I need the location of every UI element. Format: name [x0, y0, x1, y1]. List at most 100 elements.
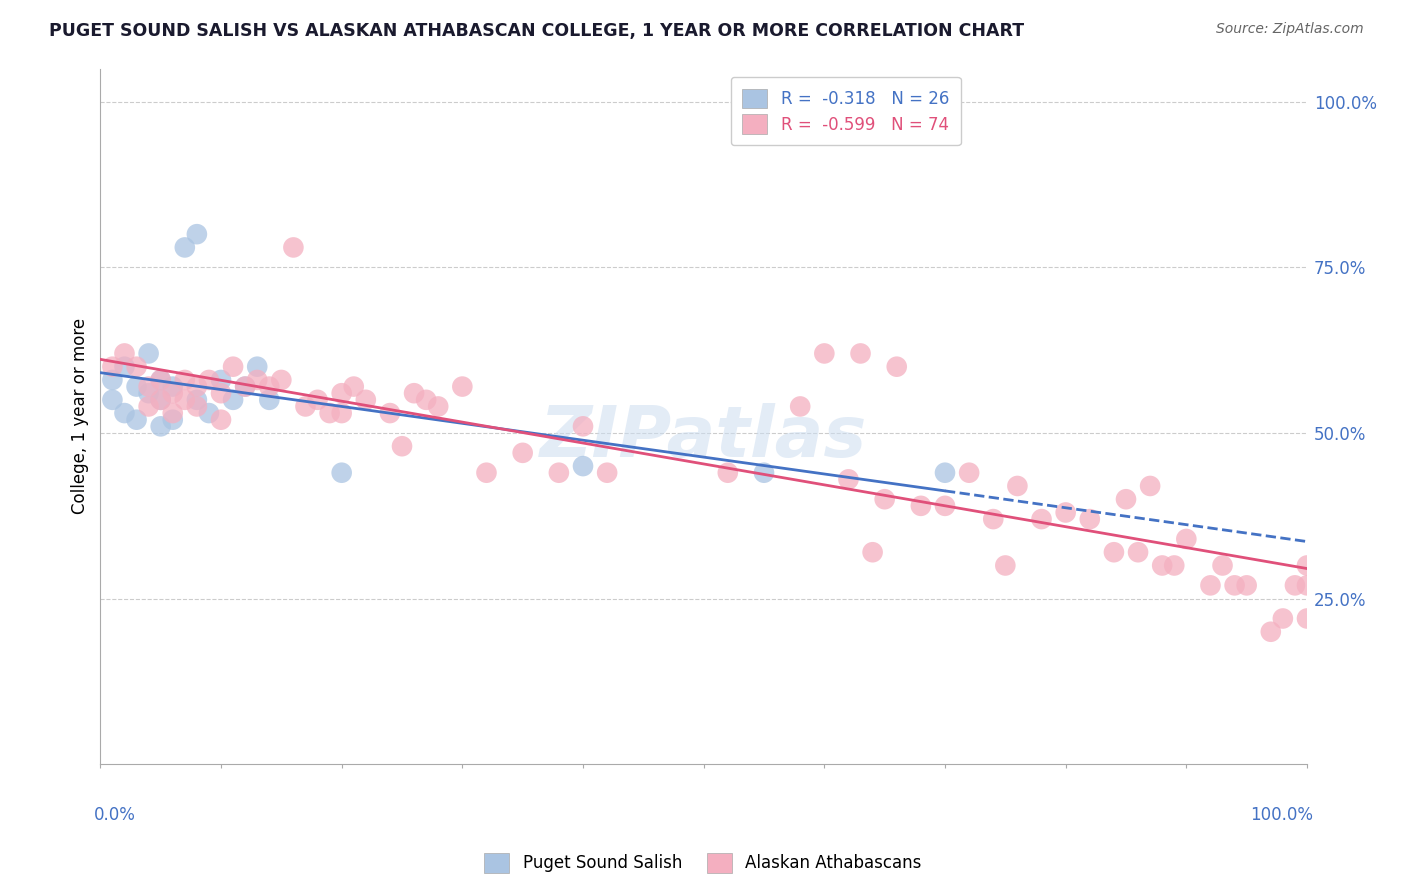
Point	[391, 439, 413, 453]
Point	[1115, 492, 1137, 507]
Point	[934, 466, 956, 480]
Point	[259, 392, 281, 407]
Point	[1296, 578, 1319, 592]
Point	[849, 346, 872, 360]
Point	[233, 379, 256, 393]
Point	[886, 359, 908, 374]
Point	[138, 400, 160, 414]
Point	[173, 240, 195, 254]
Point	[173, 392, 195, 407]
Legend: R =  -0.318   N = 26, R =  -0.599   N = 74: R = -0.318 N = 26, R = -0.599 N = 74	[731, 77, 960, 145]
Point	[259, 379, 281, 393]
Point	[149, 392, 172, 407]
Point	[246, 359, 269, 374]
Point	[138, 379, 160, 393]
Point	[1007, 479, 1029, 493]
Point	[957, 466, 980, 480]
Point	[934, 499, 956, 513]
Point	[596, 466, 619, 480]
Point	[1139, 479, 1161, 493]
Point	[209, 373, 232, 387]
Point	[114, 346, 136, 360]
Point	[1260, 624, 1282, 639]
Point	[981, 512, 1004, 526]
Point	[186, 379, 208, 393]
Point	[862, 545, 884, 559]
Point	[1212, 558, 1234, 573]
Point	[1054, 506, 1077, 520]
Point	[149, 373, 172, 387]
Point	[149, 419, 172, 434]
Text: ZIPatlas: ZIPatlas	[540, 403, 868, 472]
Point	[752, 466, 775, 480]
Point	[162, 406, 184, 420]
Point	[572, 459, 595, 474]
Point	[717, 466, 740, 480]
Point	[222, 392, 245, 407]
Point	[138, 346, 160, 360]
Point	[330, 386, 353, 401]
Point	[910, 499, 932, 513]
Point	[162, 413, 184, 427]
Point	[186, 392, 208, 407]
Point	[378, 406, 401, 420]
Point	[837, 472, 859, 486]
Point	[307, 392, 329, 407]
Point	[1152, 558, 1174, 573]
Text: 0.0%: 0.0%	[94, 806, 136, 824]
Point	[233, 379, 256, 393]
Point	[1236, 578, 1258, 592]
Point	[813, 346, 835, 360]
Point	[1102, 545, 1125, 559]
Point	[209, 413, 232, 427]
Point	[270, 373, 292, 387]
Point	[162, 386, 184, 401]
Point	[162, 379, 184, 393]
Point	[415, 392, 437, 407]
Point	[343, 379, 366, 393]
Point	[354, 392, 377, 407]
Point	[1175, 532, 1198, 546]
Point	[186, 227, 208, 242]
Point	[1078, 512, 1101, 526]
Point	[1031, 512, 1053, 526]
Point	[114, 359, 136, 374]
Point	[1223, 578, 1246, 592]
Point	[149, 392, 172, 407]
Point	[1163, 558, 1185, 573]
Point	[173, 373, 195, 387]
Point	[186, 400, 208, 414]
Point	[475, 466, 498, 480]
Point	[198, 373, 221, 387]
Point	[101, 373, 124, 387]
Point	[512, 446, 534, 460]
Point	[1296, 558, 1319, 573]
Point	[1271, 611, 1294, 625]
Point	[451, 379, 474, 393]
Point	[318, 406, 340, 420]
Point	[1284, 578, 1306, 592]
Point	[138, 386, 160, 401]
Text: 100.0%: 100.0%	[1250, 806, 1313, 824]
Point	[222, 359, 245, 374]
Point	[125, 413, 148, 427]
Point	[789, 400, 811, 414]
Point	[1296, 611, 1319, 625]
Point	[246, 373, 269, 387]
Point	[198, 406, 221, 420]
Y-axis label: College, 1 year or more: College, 1 year or more	[72, 318, 89, 515]
Point	[547, 466, 569, 480]
Point	[209, 386, 232, 401]
Point	[101, 392, 124, 407]
Point	[1126, 545, 1149, 559]
Point	[873, 492, 896, 507]
Point	[114, 406, 136, 420]
Point	[101, 359, 124, 374]
Legend: Puget Sound Salish, Alaskan Athabascans: Puget Sound Salish, Alaskan Athabascans	[478, 847, 928, 880]
Point	[125, 359, 148, 374]
Point	[294, 400, 316, 414]
Point	[427, 400, 450, 414]
Point	[330, 466, 353, 480]
Text: Source: ZipAtlas.com: Source: ZipAtlas.com	[1216, 22, 1364, 37]
Point	[330, 406, 353, 420]
